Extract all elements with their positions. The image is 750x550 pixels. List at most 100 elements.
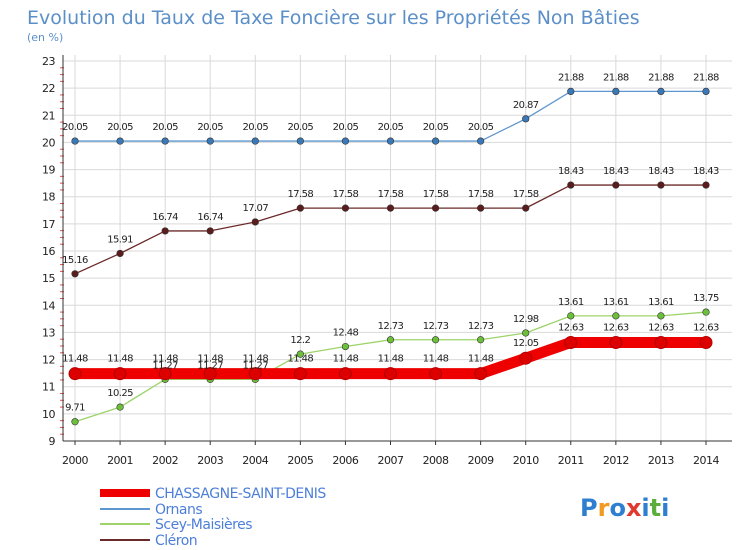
data-point (702, 87, 710, 95)
data-label: 13.75 (693, 293, 719, 304)
data-label: 12.63 (648, 322, 674, 333)
data-label: 17.58 (333, 189, 359, 200)
data-point (116, 137, 124, 145)
data-label: 12.2 (290, 335, 310, 346)
data-point (296, 350, 304, 358)
logo-letter: x (626, 494, 642, 522)
data-point (71, 137, 79, 145)
y-tick-label: 16 (42, 245, 55, 258)
plot-area (63, 55, 732, 441)
legend: CHASSAGNE-SAINT-DENISOrnansScey-Maisière… (100, 486, 327, 549)
chart-subtitle: (en %) (27, 31, 63, 44)
data-point (474, 367, 488, 381)
data-point (206, 137, 214, 145)
data-label: 11.27 (197, 360, 223, 371)
legend-label: Scey-Maisières (155, 517, 252, 533)
data-label: 18.43 (648, 166, 674, 177)
x-tick-label: 2008 (423, 454, 449, 467)
legend-label: Ornans (155, 502, 202, 518)
data-label: 20.05 (468, 122, 494, 133)
x-tick-label: 2002 (152, 454, 178, 467)
series-lines (68, 87, 713, 426)
data-point (341, 204, 350, 212)
y-tick-label: 17 (42, 218, 55, 231)
x-tick-label: 2005 (287, 454, 313, 467)
data-label: 18.43 (693, 166, 719, 177)
data-label: 11.48 (378, 354, 404, 365)
data-label: 17.07 (242, 203, 268, 214)
x-tick-label: 2004 (242, 454, 268, 467)
data-point (113, 367, 127, 381)
data-label: 11.48 (468, 354, 494, 365)
data-label: 17.58 (423, 189, 449, 200)
data-label: 11.48 (423, 354, 449, 365)
data-label: 21.88 (603, 72, 629, 83)
x-tick-label: 2000 (62, 454, 88, 467)
chart-title: Evolution du Taux de Taxe Foncière sur l… (27, 7, 640, 29)
x-tick-label: 2001 (107, 454, 133, 467)
y-tick-label: 22 (42, 82, 55, 95)
data-point (657, 312, 665, 320)
data-label: 11.27 (242, 360, 268, 371)
data-label: 12.63 (693, 322, 719, 333)
x-tick-label: 2003 (197, 454, 223, 467)
data-point (431, 204, 440, 212)
data-point (612, 312, 620, 320)
data-label: 11.48 (288, 354, 314, 365)
data-label: 15.91 (107, 234, 133, 245)
data-label: 18.43 (558, 166, 584, 177)
data-label: 18.43 (603, 166, 629, 177)
data-point (477, 204, 485, 212)
data-label: 15.16 (62, 255, 88, 266)
data-point (71, 270, 79, 278)
logo-letter: i (641, 494, 649, 522)
data-label: 20.05 (333, 122, 359, 133)
proxiti-logo: Proxiti (580, 494, 669, 522)
x-tick-label: 2007 (378, 454, 404, 467)
data-point (386, 137, 395, 145)
data-label: 12.48 (333, 328, 359, 339)
data-point (71, 418, 79, 426)
data-point (477, 137, 485, 145)
grid (63, 55, 732, 442)
data-label: 13.61 (558, 297, 584, 308)
y-tick-label: 14 (42, 299, 55, 312)
data-point (116, 249, 124, 258)
data-point (429, 367, 443, 381)
x-tick-label: 2010 (513, 454, 539, 467)
logo-letter: r (598, 494, 610, 522)
data-label: 20.05 (378, 122, 404, 133)
data-point (564, 335, 578, 349)
data-point (519, 351, 533, 365)
data-point (296, 204, 304, 212)
data-label: 17.58 (513, 189, 539, 200)
data-point (296, 137, 304, 145)
x-tick-label: 2013 (648, 454, 674, 467)
data-point (384, 367, 397, 381)
legend-label: Cléron (155, 533, 197, 549)
data-label: 13.61 (603, 297, 629, 308)
data-label: 11.48 (152, 354, 178, 365)
data-point (522, 329, 530, 337)
data-label: 12.73 (468, 321, 494, 332)
data-label: 11.48 (333, 354, 359, 365)
data-point (158, 367, 172, 381)
logo-letter: o (609, 494, 626, 522)
data-label: 12.98 (513, 314, 539, 325)
data-label: 17.58 (378, 189, 404, 200)
data-label: 11.48 (107, 354, 133, 365)
data-label: 13.61 (648, 297, 674, 308)
x-tick-label: 2009 (468, 454, 494, 467)
data-label: 20.05 (423, 122, 449, 133)
data-label: 20.05 (152, 122, 178, 133)
data-labels: 20.05 20.05 20.05 20.05 20.05 20.05 20.05 20.05… (62, 72, 719, 413)
data-point (522, 115, 530, 123)
y-tick-label: 15 (42, 272, 55, 285)
data-label: 12.73 (378, 321, 404, 332)
y-tick-label: 9 (49, 435, 56, 448)
data-point (116, 403, 124, 411)
data-label: 21.88 (693, 72, 719, 83)
data-point (251, 137, 259, 145)
data-label: 20.05 (242, 122, 268, 133)
